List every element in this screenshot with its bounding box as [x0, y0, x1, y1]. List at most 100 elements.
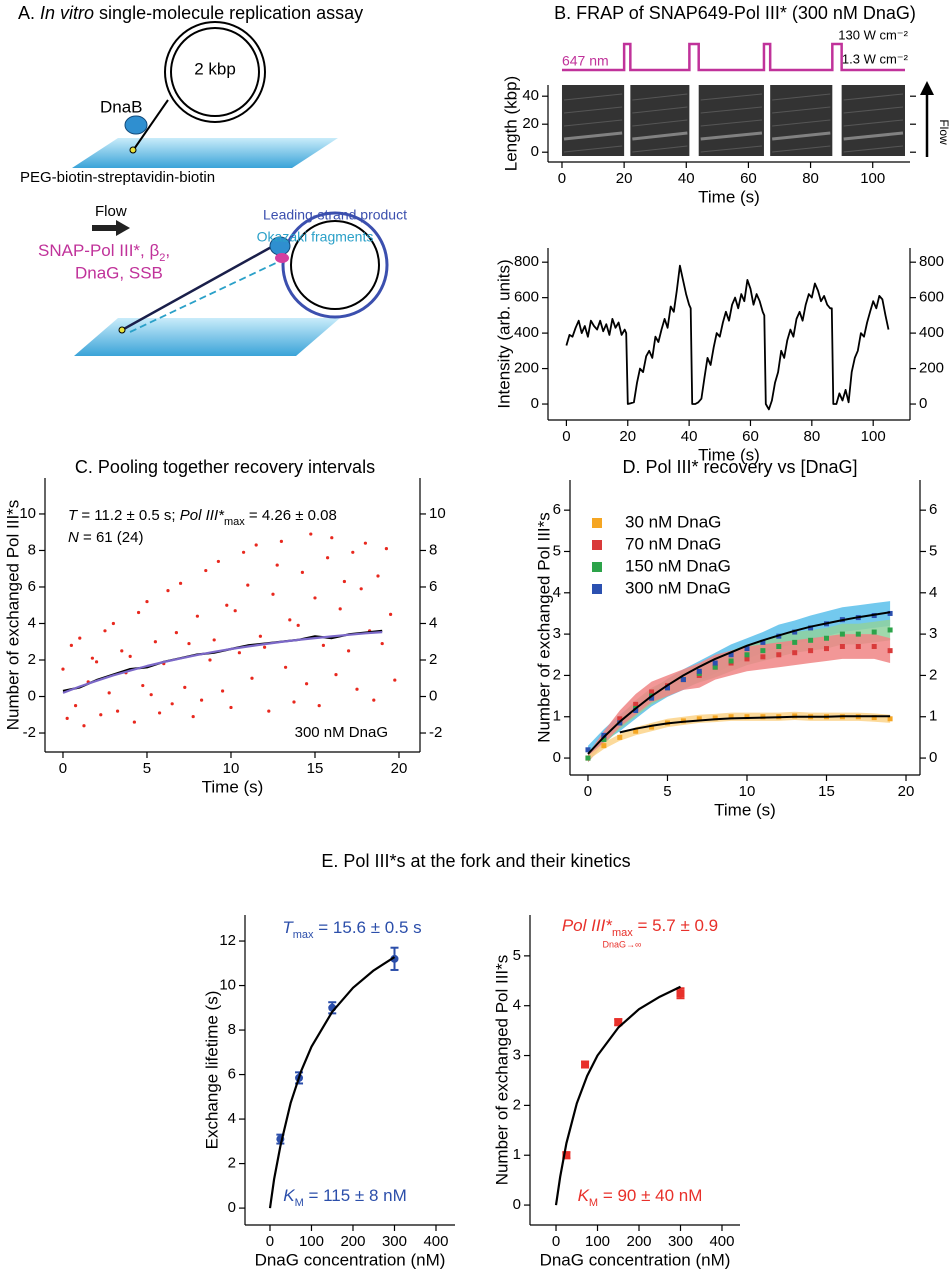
- y-tick-label: 5: [513, 947, 521, 964]
- template: [290, 220, 380, 310]
- label: Okazaki fragments: [257, 229, 374, 245]
- curve: [619, 715, 891, 734]
- x-tick-label: 60: [740, 170, 757, 187]
- data-point: [212, 638, 216, 642]
- data-point: [149, 693, 153, 697]
- y2-tick-label: 0: [919, 395, 927, 412]
- data-point: [728, 652, 734, 658]
- panel-title: A. In vitro single-molecule replication …: [18, 3, 363, 23]
- data-point: [229, 705, 233, 710]
- data-point: [601, 743, 607, 749]
- data-point: [649, 695, 655, 701]
- kymograph-streak: [700, 106, 763, 114]
- kymograph-image: [561, 85, 625, 156]
- annotation-part: max: [224, 516, 245, 528]
- annotation-part: max: [612, 927, 633, 939]
- data-point: [103, 629, 107, 633]
- data-point: [296, 623, 300, 627]
- y-tick-label: 40: [522, 87, 539, 104]
- x-tick-label: 60: [742, 428, 759, 445]
- kymograph-streak: [843, 131, 904, 141]
- data-point: [562, 1151, 571, 1160]
- data-point: [157, 711, 162, 715]
- pulse-label: 647 nm: [562, 53, 609, 69]
- data-point: [300, 570, 304, 574]
- y2-tick-label: 6: [929, 501, 937, 518]
- y-tick-label: 10: [219, 977, 236, 994]
- y2-tick-label: 3: [929, 625, 937, 642]
- kymograph-streak: [632, 119, 688, 127]
- kymograph-image: [698, 85, 764, 156]
- y-axis-label: Number of exchanged Pol III*s: [534, 512, 553, 743]
- data-point: [69, 643, 73, 647]
- data-point: [241, 550, 246, 554]
- y-tick-label: 4: [28, 614, 36, 631]
- annotation-part: = 15.6 ± 0.5 s: [314, 918, 422, 937]
- kymograph-streak: [843, 93, 904, 101]
- title-part: A.: [18, 3, 40, 23]
- kymograph-streak: [700, 93, 763, 101]
- data-point: [351, 550, 355, 554]
- data-point: [82, 724, 86, 728]
- annotation-part: K: [578, 1186, 590, 1205]
- y2-tick-label: -2: [429, 724, 442, 741]
- data-point: [120, 649, 124, 653]
- y-tick-label: 4: [513, 997, 521, 1014]
- data-point: [776, 652, 782, 658]
- annotation-part: = 115 ± 8 nM: [304, 1186, 407, 1205]
- y2-tick-label: 4: [929, 584, 937, 601]
- x-tick-label: 20: [898, 783, 915, 800]
- annotation-part: M: [295, 1197, 304, 1209]
- data-point: [90, 656, 94, 660]
- y-axis-label: Intensity (arb. units): [494, 259, 513, 408]
- annotation: N = 61 (24): [68, 529, 143, 546]
- kymograph-streak: [700, 119, 763, 127]
- y-tick-label: 3: [513, 1047, 521, 1064]
- x-tick-label: 20: [391, 760, 408, 777]
- data-point: [744, 652, 750, 658]
- data-point: [174, 631, 178, 635]
- y-tick-label: 6: [228, 1066, 236, 1083]
- data-point: [839, 631, 845, 637]
- kymograph-image: [841, 85, 905, 156]
- chart-title: B. FRAP of SNAP649-Pol III* (300 nM DnaG…: [554, 3, 916, 23]
- kymograph-streak: [843, 106, 904, 114]
- y-tick-label: 10: [19, 505, 36, 522]
- data-point: [363, 541, 367, 545]
- annotation: DnaG→∞: [603, 939, 642, 949]
- x-tick-label: 400: [709, 1233, 734, 1250]
- data-point: [614, 1018, 623, 1027]
- chart-title: D. Pol III* recovery vs [DnaG]: [622, 457, 857, 477]
- data-point: [871, 629, 877, 635]
- y-tick-label: 2: [28, 651, 36, 668]
- data-point: [617, 716, 623, 722]
- data-point: [585, 755, 591, 761]
- data-point: [304, 682, 309, 686]
- x-tick-label: 0: [562, 428, 570, 445]
- x-tick-label: 20: [616, 170, 633, 187]
- panel-title: E. Pol III*s at the fork and their kinet…: [321, 851, 630, 871]
- data-point: [887, 610, 893, 616]
- data-point: [78, 636, 82, 640]
- y-axis-label: Number of exchanged Pol III*s: [3, 500, 22, 731]
- x-tick-label: 400: [423, 1233, 448, 1250]
- kymograph-streak: [563, 145, 623, 153]
- data-point: [334, 673, 338, 677]
- kymograph-streak: [843, 119, 904, 127]
- legend-swatch: [592, 584, 602, 594]
- flow-arrow-head: [920, 81, 934, 95]
- data-point: [145, 599, 149, 604]
- y2-tick-label: 2: [929, 666, 937, 683]
- y2-tick-label: 0: [429, 687, 437, 704]
- y-tick-label: 8: [228, 1021, 236, 1038]
- annotation: Tmax = 15.6 ± 0.5 s: [282, 918, 421, 940]
- x-tick-label: 40: [678, 170, 695, 187]
- data-point: [321, 643, 325, 647]
- data-point: [633, 701, 639, 707]
- data-point: [744, 646, 750, 652]
- data-point: [275, 563, 279, 567]
- okazaki: [129, 261, 279, 333]
- data-point: [178, 581, 183, 585]
- data-point: [744, 656, 750, 662]
- data-point: [250, 676, 254, 680]
